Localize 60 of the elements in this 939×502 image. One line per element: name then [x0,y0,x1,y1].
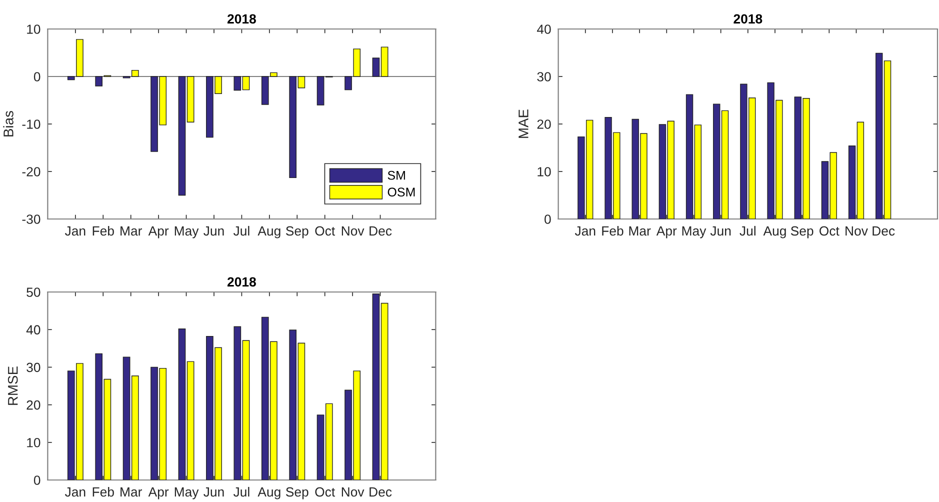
x-tick-label: Jan [64,226,86,236]
x-tick-label: Jul [233,226,250,236]
x-tick-label: Nov [342,226,364,236]
legend-label: OSM [388,188,415,196]
x-tick-label: Jun [204,487,224,497]
x-tick-label: Feb [602,226,624,236]
x-tick-label: Aug [258,487,280,500]
legend-label: SM [388,170,405,180]
x-tick-label: Sep [286,226,308,238]
x-tick-label: Oct [820,226,840,236]
y-tick-label: 10 [27,438,40,448]
chart-title: 2018 [734,14,762,24]
x-tick-label: Dec [872,226,895,236]
x-tick-label: Apr [148,487,169,500]
y-tick-label: 20 [537,120,551,129]
x-tick-label: Mar [629,226,651,236]
x-tick-label: Aug [258,226,280,238]
y-tick-label: 0 [544,214,551,224]
x-tick-label: Dec [370,226,392,236]
y-tick-label: 50 [26,288,40,297]
x-tick-label: Nov [342,487,364,497]
x-tick-label: Jun [710,226,731,236]
y-tick-label: 10 [27,24,40,34]
x-tick-label: Jan [574,226,596,236]
x-tick-label: May [174,226,199,238]
y-axis-title: RMSE [8,366,18,405]
x-tick-label: May [682,226,706,238]
x-tick-label: Nov [846,226,868,236]
x-tick-label: May [174,487,199,500]
x-tick-label: Oct [315,487,336,497]
y-tick-label: -30 [22,214,40,224]
y-tick-label: 0 [34,72,40,82]
y-tick-label: 30 [26,362,40,372]
y-tick-label: 30 [537,72,551,82]
x-tick-label: Oct [315,226,336,236]
x-tick-label: Feb [92,486,114,497]
x-tick-label: Mar [120,487,142,497]
x-tick-label: Jun [204,226,224,236]
x-tick-label: Dec [370,487,392,497]
chart-title: 2018 [227,277,256,287]
x-tick-label: Sep [286,487,308,500]
x-tick-label: Jul [740,226,756,236]
x-tick-label: Sep [790,226,814,238]
y-tick-label: 10 [538,167,551,176]
y-tick-label: -10 [22,120,40,129]
x-tick-label: Apr [656,226,677,238]
y-tick-label: 40 [26,325,40,335]
y-axis-title: Bias [3,110,14,136]
y-tick-label: -20 [22,167,40,176]
y-tick-label: 40 [536,24,551,34]
chart-title: 2018 [227,14,256,24]
x-tick-label: Apr [148,226,169,238]
x-tick-label: Jan [64,487,86,497]
x-tick-label: Aug [763,226,786,238]
y-tick-label: 20 [26,400,40,410]
x-tick-label: Feb [92,226,114,236]
y-tick-label: 0 [34,476,40,485]
x-tick-label: Mar [120,226,142,236]
y-axis-title: MAE [518,110,528,138]
x-tick-label: Jul [233,486,250,497]
